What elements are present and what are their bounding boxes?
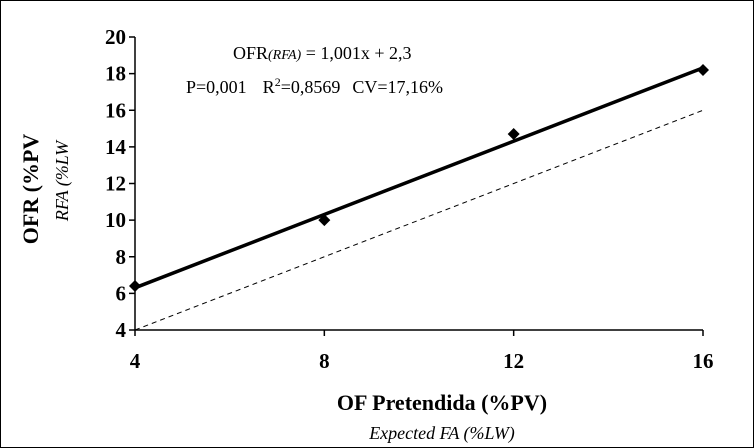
equation-italic: (RFA) bbox=[268, 48, 302, 63]
y-axis-title: OFR (%PV bbox=[18, 134, 43, 245]
x-tick-label: 4 bbox=[130, 349, 141, 373]
x-tick-label: 16 bbox=[693, 349, 714, 373]
points bbox=[129, 63, 709, 293]
x-tick-label: 12 bbox=[503, 349, 524, 373]
stats-cv: CV=17,16% bbox=[352, 77, 443, 97]
y-tick-label: 20 bbox=[105, 25, 126, 49]
data-point bbox=[318, 214, 331, 227]
equation-prefix: OFR bbox=[233, 43, 268, 63]
y-tick-label: 4 bbox=[116, 318, 127, 342]
stats-r-sup: 2 bbox=[275, 75, 281, 89]
reference-line bbox=[134, 109, 704, 331]
y-tick-label: 10 bbox=[105, 208, 126, 232]
x-axis-title: OF Pretendida (%PV) bbox=[337, 390, 547, 415]
x-axis-subtitle: Expected FA (%LW) bbox=[368, 423, 515, 444]
y-tick-label: 12 bbox=[105, 172, 126, 196]
stats-r-base: R bbox=[263, 77, 275, 97]
data-point bbox=[507, 128, 520, 141]
labels: OF Pretendida (%PV) Expected FA (%LW) OF… bbox=[18, 43, 547, 444]
x-tick-label: 8 bbox=[319, 349, 330, 373]
y-tick-label: 8 bbox=[116, 245, 127, 269]
y-tick-label: 18 bbox=[105, 62, 126, 86]
regression-equation: OFR(RFA) = 1,001x + 2,3 bbox=[233, 43, 412, 63]
stats-r-value: =0,8569 bbox=[281, 77, 341, 97]
regression-stats: P=0,001 R2=0,8569 CV=17,16% bbox=[186, 75, 443, 97]
y-axis-subtitle: RFA (%LW bbox=[52, 139, 73, 222]
regression-line bbox=[134, 66, 704, 290]
lines bbox=[134, 66, 704, 331]
y-tick-label: 6 bbox=[116, 281, 127, 305]
stats-p: P=0,001 bbox=[186, 77, 247, 97]
y-tick-label: 16 bbox=[105, 98, 126, 122]
data-point bbox=[697, 63, 709, 76]
equation-rhs: = 1,001x + 2,3 bbox=[301, 43, 411, 63]
y-tick-label: 14 bbox=[105, 135, 127, 159]
data-point bbox=[129, 280, 141, 293]
